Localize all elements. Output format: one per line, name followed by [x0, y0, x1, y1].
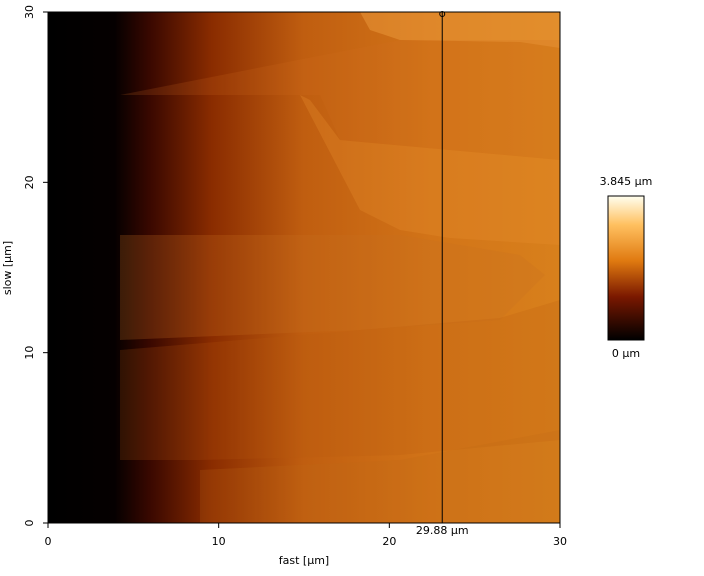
x-tick-label: 0 — [45, 535, 52, 548]
cursor-handle — [439, 11, 446, 17]
afm-image — [48, 12, 560, 523]
plot-frame — [47, 11, 561, 524]
colorbar — [607, 195, 645, 341]
y-tick-label: 30 — [23, 5, 36, 19]
colorbar-label: 0 µm — [612, 347, 640, 360]
y-tick-label: 20 — [23, 175, 36, 189]
y-tick-label: 0 — [23, 520, 36, 527]
colorbar-label: 3.845 µm — [600, 175, 653, 188]
x-tick-label: 30 — [553, 535, 567, 548]
x-tick-label: 10 — [212, 535, 226, 548]
cursor-label: 29.88 µm — [416, 524, 469, 537]
y-tick-label: 10 — [23, 346, 36, 360]
x-axis-label: fast [µm] — [279, 554, 329, 567]
y-axis-label: slow [µm] — [1, 241, 14, 295]
x-tick-label: 20 — [382, 535, 396, 548]
